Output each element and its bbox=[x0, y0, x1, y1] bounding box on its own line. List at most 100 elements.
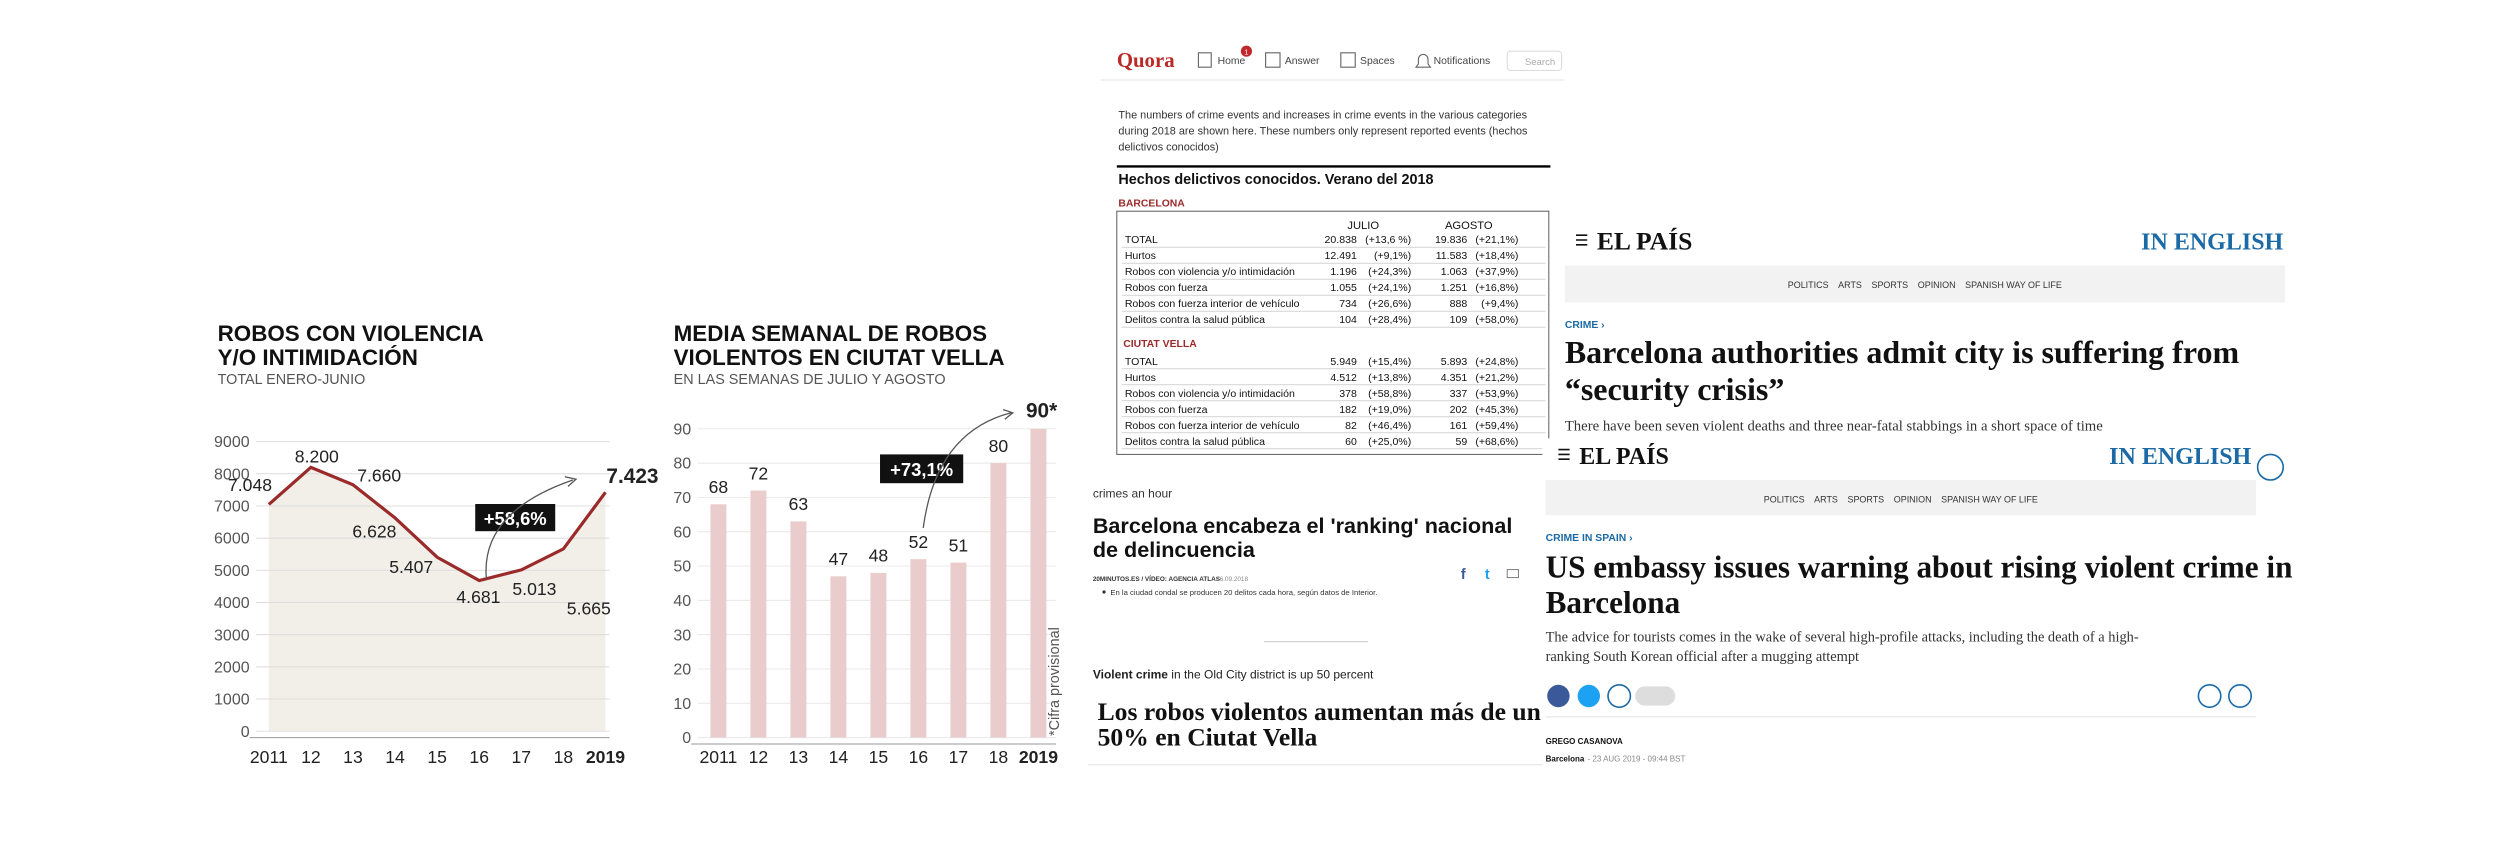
chart-title: Y/O INTIMIDACIÓN bbox=[218, 345, 418, 370]
value-label: 4.681 bbox=[456, 587, 500, 607]
y-tick-label: 80 bbox=[673, 456, 691, 473]
cell: 11.583 bbox=[1436, 250, 1468, 262]
badge bbox=[1240, 45, 1253, 57]
section[interactable]: CRIME IN SPAIN › bbox=[1546, 533, 1633, 544]
y-tick-label: 40 bbox=[673, 593, 691, 610]
cell: (+28,4%) bbox=[1368, 314, 1411, 326]
comments-button[interactable] bbox=[1635, 686, 1676, 706]
annotation-arrow bbox=[485, 479, 574, 580]
area bbox=[268, 467, 606, 732]
share-button[interactable] bbox=[1607, 684, 1632, 708]
headline: Barcelona authorities admit city is suff… bbox=[1565, 334, 2240, 370]
section[interactable]: CRIME › bbox=[1565, 320, 1605, 331]
nav-item[interactable]: SPORTS bbox=[1871, 280, 1908, 290]
cell: 82 bbox=[1345, 420, 1357, 432]
nav-notifications[interactable]: Notifications bbox=[1434, 56, 1491, 67]
cell: (+24,8%) bbox=[1475, 356, 1518, 368]
y-tick-label: 20 bbox=[673, 662, 691, 679]
nav-home[interactable]: Home bbox=[1218, 56, 1246, 67]
home-icon[interactable] bbox=[1197, 52, 1212, 68]
nav-item[interactable]: POLITICS bbox=[1764, 494, 1805, 504]
search-placeholder[interactable]: Search bbox=[1525, 57, 1555, 68]
cell: (+19,0%) bbox=[1368, 404, 1411, 416]
bar bbox=[1030, 428, 1047, 738]
crime-table: JULIO AGOSTO BARCELONA TOTAL 20.838 (+13,6 %)… bbox=[1118, 198, 1546, 450]
x-tick-label: 18 bbox=[554, 747, 574, 767]
headline: US embassy issues warning about rising v… bbox=[1546, 550, 2293, 585]
twitter-button[interactable] bbox=[1577, 684, 1601, 708]
cell: 4.351 bbox=[1441, 372, 1468, 384]
chart-subtitle: TOTAL ENERO-JUNIO bbox=[218, 372, 366, 388]
column-header: AGOSTO bbox=[1445, 220, 1493, 232]
nav-item[interactable]: OPINION bbox=[1918, 280, 1956, 290]
menu-icon[interactable] bbox=[1576, 234, 1588, 246]
cell: 888 bbox=[1450, 298, 1468, 310]
cell: 12.491 bbox=[1325, 250, 1357, 262]
cell: 734 bbox=[1339, 298, 1357, 310]
x-tick-label: 17 bbox=[512, 747, 532, 767]
nav-answer[interactable]: Answer bbox=[1285, 56, 1320, 67]
nav-band bbox=[1545, 480, 2257, 516]
value-label: 52 bbox=[909, 532, 929, 552]
y-tick-label: 0 bbox=[241, 724, 250, 741]
bell-icon[interactable] bbox=[1414, 53, 1432, 68]
save-button[interactable] bbox=[2197, 684, 2222, 708]
cell: 1.251 bbox=[1441, 282, 1468, 294]
kicker-rest: in the Old City district is up 50 percen… bbox=[1168, 667, 1374, 681]
headline: de delincuencia bbox=[1093, 537, 1256, 562]
section-name: BARCELONA bbox=[1118, 198, 1185, 209]
value-label: 7.423 bbox=[606, 465, 658, 488]
spaces-icon[interactable] bbox=[1340, 52, 1356, 68]
nav-item[interactable]: ARTS bbox=[1838, 280, 1862, 290]
cell: (+37,9%) bbox=[1475, 266, 1518, 278]
note: *Cifra provisional bbox=[1047, 627, 1063, 736]
cell: (+58,8%) bbox=[1368, 388, 1411, 400]
x-tick-label: 2019 bbox=[1019, 747, 1058, 767]
x-tick-label: 18 bbox=[989, 747, 1009, 767]
cell: 337 bbox=[1450, 388, 1468, 400]
chart-title: MEDIA SEMANAL DE ROBOS bbox=[674, 321, 988, 346]
twitter-share[interactable]: t bbox=[1485, 567, 1490, 583]
cell: 4.512 bbox=[1330, 372, 1357, 384]
headline: Barcelona encabeza el 'ranking' nacional bbox=[1093, 513, 1513, 538]
x-tick-label: 2019 bbox=[586, 747, 625, 767]
nav: POLITICS ARTS SPORTS OPINION SPANISH WAY OF … bbox=[1764, 494, 2038, 504]
subtitle: ranking South Korean official after a mu… bbox=[1546, 649, 1859, 665]
edition[interactable]: IN ENGLISH bbox=[2109, 444, 2251, 470]
cell: 1.063 bbox=[1441, 266, 1468, 278]
chart-title: ROBOS CON VIOLENCIA bbox=[218, 321, 484, 346]
menu-icon[interactable] bbox=[1558, 448, 1570, 460]
facebook-button[interactable] bbox=[1547, 684, 1570, 708]
elpais-logo[interactable]: EL PAÍS bbox=[1579, 444, 1669, 470]
nav-item[interactable]: SPORTS bbox=[1847, 494, 1884, 504]
nav-item[interactable]: SPANISH WAY OF LIFE bbox=[1941, 494, 2038, 504]
elpais-logo[interactable]: EL PAÍS bbox=[1597, 227, 1693, 256]
y-tick-label: 50 bbox=[673, 559, 691, 576]
value-label: 47 bbox=[829, 549, 849, 569]
nav-item[interactable]: OPINION bbox=[1894, 494, 1932, 504]
search-box[interactable] bbox=[1506, 50, 1563, 71]
profile-icon[interactable] bbox=[2256, 453, 2285, 481]
x-tick-label: 16 bbox=[469, 747, 489, 767]
bar bbox=[710, 504, 727, 738]
bullet-text: En la ciudad condal se producen 20 delit… bbox=[1110, 588, 1377, 597]
y-tick-label: 5000 bbox=[214, 563, 250, 580]
cell: 60 bbox=[1345, 436, 1357, 448]
mail-share[interactable] bbox=[1506, 569, 1519, 579]
cell: (+46,4%) bbox=[1368, 420, 1411, 432]
answer-icon[interactable] bbox=[1265, 52, 1281, 68]
listen-button[interactable] bbox=[2228, 684, 2253, 708]
nav-spaces[interactable]: Spaces bbox=[1360, 56, 1395, 67]
nav-item[interactable]: POLITICS bbox=[1788, 280, 1829, 290]
facebook-share[interactable]: f bbox=[1461, 567, 1466, 583]
edition[interactable]: IN ENGLISH bbox=[2141, 230, 2283, 256]
nav-band bbox=[1564, 265, 2285, 303]
annotation-box bbox=[475, 504, 556, 532]
nav-item[interactable]: SPANISH WAY OF LIFE bbox=[1965, 280, 2062, 290]
row-label: Delitos contra la salud pública bbox=[1125, 436, 1265, 448]
value-label: 7.048 bbox=[228, 475, 272, 495]
x-tick-label: 14 bbox=[385, 747, 405, 767]
nav-item[interactable]: ARTS bbox=[1814, 494, 1838, 504]
headline-2: 50% en Ciutat Vella bbox=[1098, 723, 1318, 752]
